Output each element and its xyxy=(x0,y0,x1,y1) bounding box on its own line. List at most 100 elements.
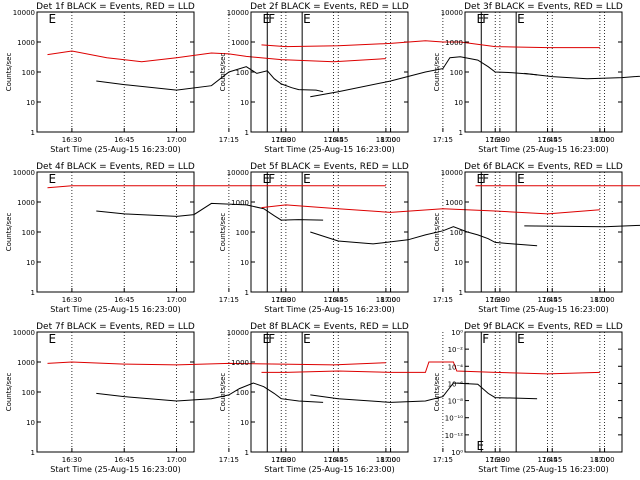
marker-label: E xyxy=(262,172,270,186)
x-tick-label: 16:30 xyxy=(276,136,296,144)
marker-label: E xyxy=(303,12,311,26)
x-tick-label: 18:00 xyxy=(590,296,610,304)
x-tick-label: 17:45 xyxy=(537,136,557,144)
x-tick-label: 16:30 xyxy=(490,456,510,464)
y-tick-label: 100 xyxy=(236,229,249,237)
x-axis-label: Start Time (25-Aug-15 16:23:00) xyxy=(264,305,395,314)
marker-label: E xyxy=(476,12,484,26)
plot-frame xyxy=(464,331,623,453)
x-tick-label: 18:00 xyxy=(590,456,610,464)
marker-label: E xyxy=(48,172,56,186)
x-tick-label: 17:45 xyxy=(323,296,343,304)
y-tick-label: 1000 xyxy=(231,359,249,367)
y-tick-label: 10⁻¹⁰ xyxy=(445,415,463,423)
marker-label: E xyxy=(517,172,525,186)
y-tick-label: 10 xyxy=(26,99,35,107)
y-tick-label: 1 xyxy=(245,449,249,457)
marker-label: E xyxy=(517,12,525,26)
marker-label: E xyxy=(476,439,484,453)
marker-label: E xyxy=(48,12,56,26)
series-lld-line xyxy=(261,204,600,215)
y-tick-label: 10000 xyxy=(13,329,35,337)
y-axis-label: Counts/sec xyxy=(219,213,227,252)
marker-label: E xyxy=(262,332,270,346)
x-tick-label: 16:30 xyxy=(62,456,82,464)
panel-title: Det 7f BLACK = Events, RED = LLD xyxy=(36,322,195,332)
y-tick-label: 10⁻¹² xyxy=(445,432,463,440)
x-tick-label: 16:45 xyxy=(542,456,562,464)
y-tick-label: 1 xyxy=(245,129,249,137)
panel-title: Det 2f BLACK = Events, RED = LLD xyxy=(250,2,409,12)
y-tick-label: 100 xyxy=(236,389,249,397)
series-lld-line xyxy=(261,40,600,49)
y-tick-label: 10⁻⁸ xyxy=(448,398,464,406)
y-tick-label: 1 xyxy=(31,449,35,457)
x-tick-label: 17:30 xyxy=(485,296,505,304)
x-tick-label: 17:00 xyxy=(166,296,186,304)
panel-title: Det 6f BLACK = Events, RED = LLD xyxy=(464,162,623,172)
x-axis-label: Start Time (25-Aug-15 16:23:00) xyxy=(50,305,181,314)
x-tick-label: 17:15 xyxy=(433,296,453,304)
x-tick-label: 16:45 xyxy=(542,136,562,144)
y-tick-label: 100 xyxy=(450,69,463,77)
y-tick-label: 100 xyxy=(450,229,463,237)
y-tick-label: 1 xyxy=(459,289,463,297)
panel-9: Det 9f BLACK = Events, RED = LLD Counts/s… xyxy=(433,322,623,474)
x-axis-label: Start Time (25-Aug-15 16:23:00) xyxy=(50,145,181,154)
plot-frame xyxy=(250,331,409,453)
x-tick-label: 16:45 xyxy=(328,136,348,144)
panel-6: Det 6f BLACK = Events, RED = LLD Counts/s… xyxy=(433,162,640,314)
marker-label: E xyxy=(262,12,270,26)
x-axis-label: Start Time (25-Aug-15 16:23:00) xyxy=(264,465,395,474)
y-tick-label: 10 xyxy=(240,99,249,107)
y-tick-label: 1000 xyxy=(231,39,249,47)
y-axis-label: Counts/sec xyxy=(433,53,441,92)
series-events-line xyxy=(96,66,324,93)
y-tick-label: 1000 xyxy=(445,39,463,47)
x-tick-label: 16:30 xyxy=(62,136,82,144)
y-tick-label: 1 xyxy=(31,129,35,137)
y-tick-label: 100 xyxy=(22,389,35,397)
series-events-line xyxy=(96,382,324,403)
x-tick-label: 17:15 xyxy=(433,136,453,144)
y-tick-label: 1000 xyxy=(445,199,463,207)
series-events-line xyxy=(524,72,640,80)
y-axis-label: Counts/sec xyxy=(433,213,441,252)
series-events-line xyxy=(524,224,640,228)
y-tick-label: 10⁰ xyxy=(451,449,463,457)
y-tick-label: 10000 xyxy=(13,9,35,17)
y-tick-label: 10000 xyxy=(227,329,249,337)
plot-frame xyxy=(464,171,623,293)
x-tick-label: 17:45 xyxy=(537,456,557,464)
x-tick-label: 17:00 xyxy=(594,456,614,464)
plot-frame xyxy=(36,171,195,293)
panel-4: Det 4f BLACK = Events, RED = LLD Counts/s… xyxy=(5,162,396,314)
marker-label: F xyxy=(268,332,275,346)
x-tick-label: 17:45 xyxy=(323,456,343,464)
y-tick-label: 1 xyxy=(31,289,35,297)
y-tick-label: 10000 xyxy=(441,9,463,17)
x-tick-label: 17:00 xyxy=(166,456,186,464)
y-tick-label: 10 xyxy=(26,419,35,427)
x-tick-label: 16:45 xyxy=(328,296,348,304)
panel-title: Det 3f BLACK = Events, RED = LLD xyxy=(464,2,623,12)
x-tick-label: 18:00 xyxy=(376,456,396,464)
x-tick-label: 16:45 xyxy=(328,456,348,464)
x-tick-label: 18:00 xyxy=(376,136,396,144)
series-lld-line xyxy=(47,361,386,366)
plot-frame xyxy=(250,171,409,293)
x-tick-label: 16:45 xyxy=(114,136,134,144)
y-tick-label: 10 xyxy=(240,419,249,427)
x-tick-label: 16:45 xyxy=(542,296,562,304)
marker-label: E xyxy=(476,172,484,186)
y-axis-label: Counts/sec xyxy=(219,53,227,92)
x-tick-label: 16:30 xyxy=(276,456,296,464)
y-tick-label: 1000 xyxy=(17,359,35,367)
x-tick-label: 17:30 xyxy=(485,136,505,144)
y-tick-label: 10⁻² xyxy=(448,346,464,354)
y-tick-label: 1000 xyxy=(17,39,35,47)
marker-label: F xyxy=(482,12,489,26)
marker-label: E xyxy=(517,332,525,346)
panel-2: Det 2f BLACK = Events, RED = LLD Counts/s… xyxy=(219,2,610,154)
x-tick-label: 17:00 xyxy=(380,136,400,144)
